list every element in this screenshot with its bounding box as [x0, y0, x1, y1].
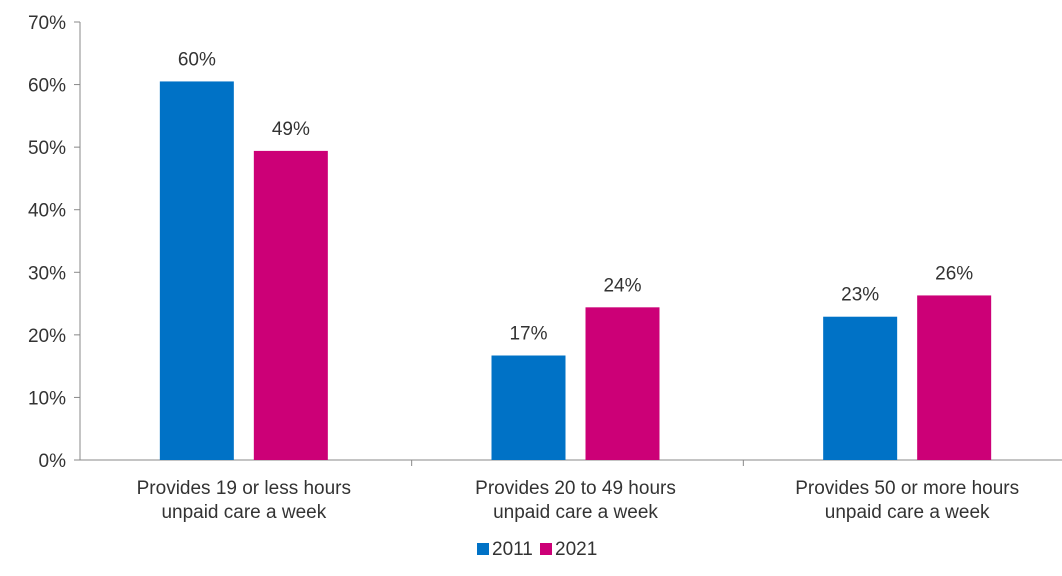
legend-swatch-2021	[540, 543, 552, 555]
bars	[159, 81, 992, 460]
legend-swatch-2011	[477, 543, 489, 555]
category-label: Provides 19 or less hours unpaid care a w…	[137, 478, 351, 523]
data-label: 49%	[272, 119, 310, 140]
y-tick-label: 40%	[28, 201, 66, 222]
category-label-line: unpaid care a week	[161, 502, 326, 523]
y-axis: 0% 10% 20% 30% 40% 50% 60% 70%	[28, 13, 81, 472]
y-tick-label: 30%	[28, 263, 66, 284]
category-label-line: unpaid care a week	[493, 502, 658, 523]
y-tick-label: 0%	[39, 451, 67, 472]
legend: 2011 2021	[477, 539, 597, 560]
bar-2011	[823, 316, 898, 460]
category-label-line: Provides 19 or less hours	[137, 478, 351, 499]
x-axis: Provides 19 or less hours unpaid care a w…	[80, 459, 1062, 523]
y-tick-label: 10%	[28, 388, 66, 409]
bar-2021	[917, 295, 992, 460]
data-labels: 60% 49% 17% 24% 23% 26%	[178, 49, 973, 344]
bar-2021	[253, 150, 328, 460]
y-tick-label: 50%	[28, 138, 66, 159]
bar-2021	[585, 307, 660, 460]
data-label: 17%	[509, 324, 547, 345]
category-label-line: unpaid care a week	[825, 502, 990, 523]
category-label-line: Provides 50 or more hours	[795, 478, 1019, 499]
category-label-line: Provides 20 to 49 hours	[475, 478, 676, 499]
legend-label: 2011	[492, 539, 533, 560]
data-label: 24%	[603, 275, 641, 296]
y-tick-label: 70%	[28, 13, 66, 34]
data-label: 26%	[935, 263, 973, 284]
data-label: 60%	[178, 49, 216, 70]
category-label: Provides 50 or more hours unpaid care a w…	[795, 478, 1019, 523]
category-label: Provides 20 to 49 hours unpaid care a wee…	[475, 478, 676, 523]
data-label: 23%	[841, 285, 879, 306]
legend-label: 2021	[555, 539, 597, 560]
bar-2011	[159, 81, 234, 460]
y-tick-label: 20%	[28, 326, 66, 347]
y-tick-label: 60%	[28, 76, 66, 97]
bar-2011	[491, 355, 566, 460]
